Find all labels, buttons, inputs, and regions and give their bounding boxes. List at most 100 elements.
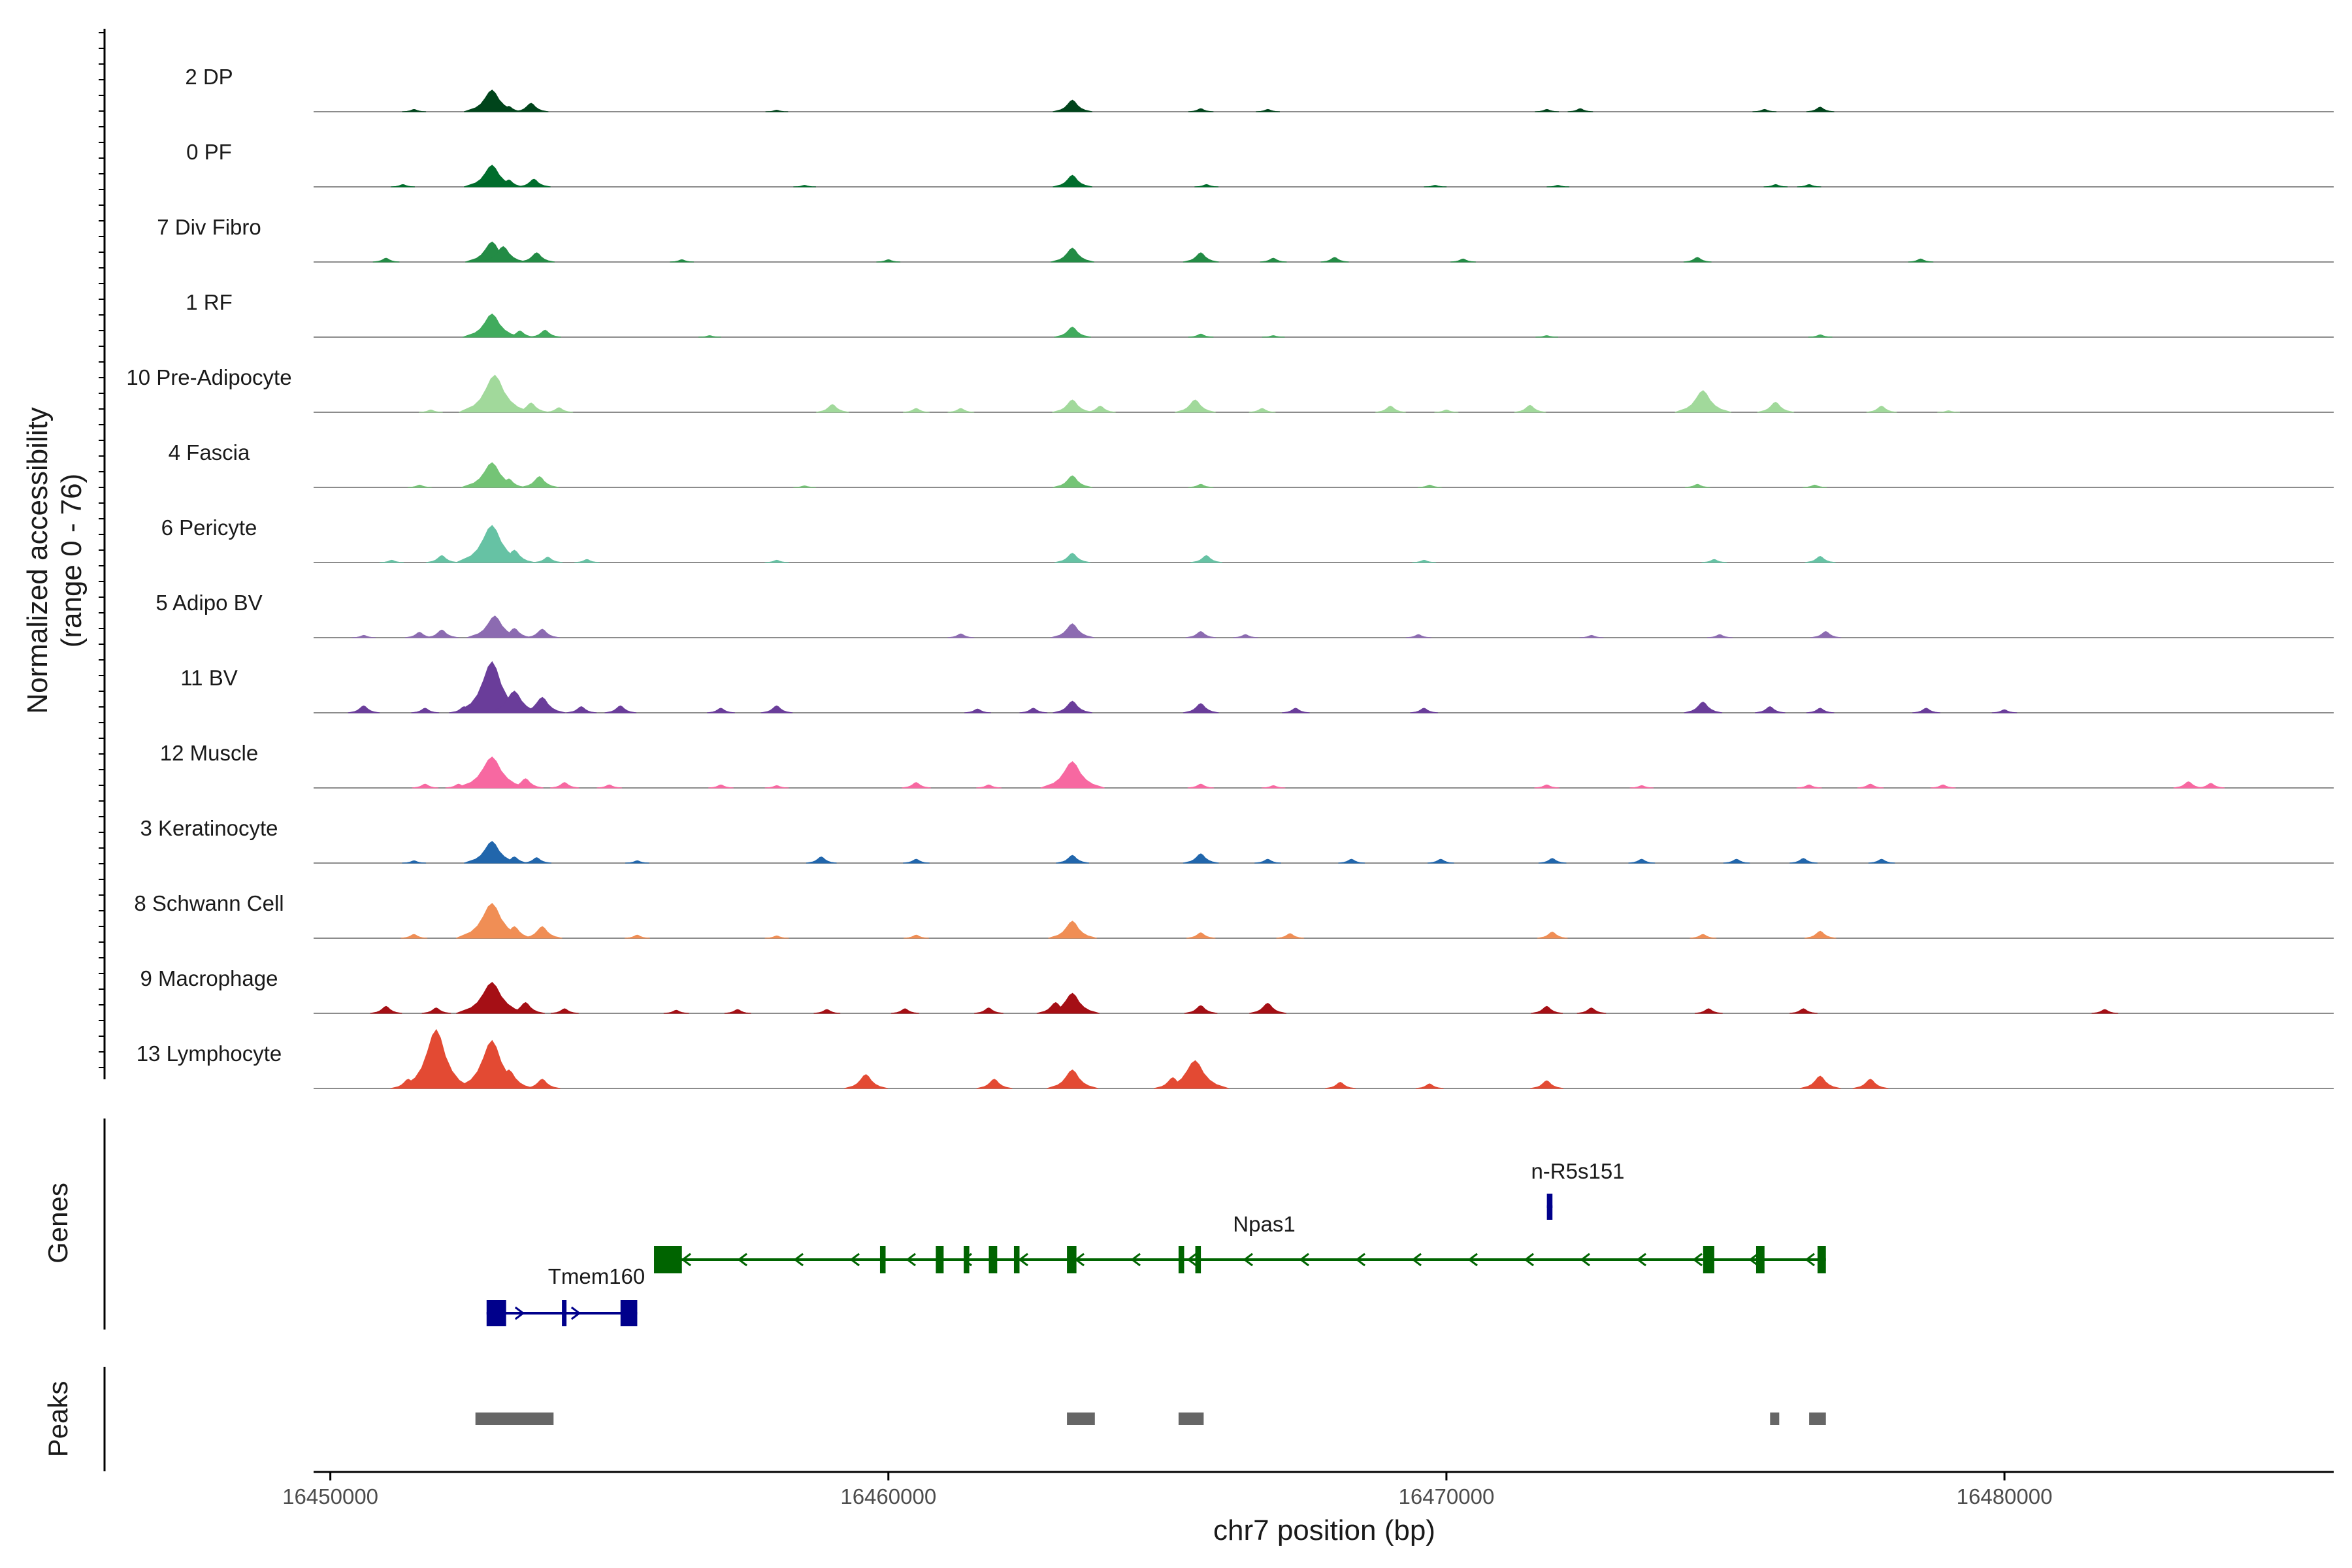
coverage-peak — [1187, 783, 1215, 789]
coverage-peak — [1707, 634, 1733, 638]
strand-arrow — [1524, 1252, 1534, 1267]
coverage-peak — [522, 857, 552, 864]
coverage-peak — [351, 634, 376, 638]
coverage-peak — [407, 484, 432, 488]
coverage-peak — [400, 934, 428, 939]
coverage-peak — [1048, 921, 1097, 939]
coverage-peak — [708, 784, 734, 789]
gene-n-r5s151: n-R5s151 — [1531, 1159, 1625, 1220]
track-4-fascia: 4 Fascia — [169, 440, 2334, 488]
genes-panel-title: Genes — [42, 1183, 73, 1264]
track-10-pre-adipocyte: 10 Pre-Adipocyte — [126, 365, 2334, 413]
coverage-peak — [1175, 399, 1216, 413]
peak-region — [1770, 1413, 1780, 1425]
coverage-peak — [533, 557, 563, 563]
coverage-peak — [480, 246, 527, 263]
coverage-peak — [1415, 1083, 1444, 1089]
gene-annotations: Npas1 Tmem160 n-R5s151 — [486, 1159, 1826, 1326]
coverage-peak — [2173, 781, 2204, 789]
gene-exon — [936, 1246, 944, 1273]
coverage-peak — [1804, 930, 1837, 939]
peak-region — [1809, 1413, 1826, 1425]
coverage-peak — [1052, 399, 1094, 413]
x-axis-ticks: 16450000 16460000 16470000 16480000 — [282, 1472, 2052, 1509]
coverage-peak — [513, 402, 549, 413]
coverage-peak — [1628, 858, 1656, 864]
coverage-peak — [566, 706, 597, 713]
y-axis-range-label: (range 0 - 76) — [56, 474, 88, 648]
track-2-dp: 2 DP — [185, 65, 2334, 112]
coverage-peak — [1754, 706, 1786, 713]
track-label: 4 Fascia — [169, 440, 250, 465]
coverage-peak — [1674, 390, 1732, 413]
gene-exon — [1546, 1194, 1553, 1220]
x-tick-label: 16470000 — [1398, 1484, 1494, 1509]
coverage-peak — [1261, 785, 1286, 789]
peaks-panel-title-group: Peaks — [42, 1381, 73, 1458]
coverage-peak — [903, 408, 930, 413]
coverage-peak — [1514, 404, 1546, 413]
coverage-peak — [604, 705, 637, 713]
gene-exon — [1178, 1246, 1184, 1273]
coverage-peak — [1538, 858, 1567, 864]
coverage-peak — [1424, 185, 1447, 188]
coverage-peak — [494, 549, 535, 563]
coverage-peak — [411, 708, 440, 713]
coverage-peak — [1375, 405, 1406, 413]
coverage-peak — [1629, 785, 1654, 789]
track-label: 0 PF — [186, 140, 232, 164]
coverage-peak — [903, 858, 930, 864]
coverage-peak — [1690, 934, 1717, 939]
coverage-peak — [574, 559, 600, 563]
strand-arrow — [514, 1306, 525, 1320]
strand-arrow — [1467, 1252, 1478, 1267]
coverage-peak — [764, 785, 789, 789]
coverage-peak — [550, 1008, 579, 1014]
track-label: 13 Lymphocyte — [137, 1041, 282, 1066]
coverage-peak — [1410, 708, 1439, 713]
coverage-peak — [549, 782, 580, 789]
coverage-peak — [1806, 106, 1835, 112]
coverage-peak — [1684, 701, 1723, 713]
peak-region — [1178, 1413, 1204, 1425]
strand-arrow — [1748, 1252, 1759, 1267]
coverage-peak — [517, 178, 551, 188]
coverage-peak — [1808, 334, 1833, 338]
coverage-peak — [1530, 1080, 1564, 1089]
track-0-pf: 0 PF — [186, 140, 2334, 188]
coverage-peak — [459, 374, 531, 413]
coverage-peak — [463, 313, 522, 338]
y-axis-title: Normalized accessibility — [22, 407, 54, 713]
coverage-peak — [370, 1005, 402, 1014]
coverage-peak — [596, 784, 623, 789]
strand-arrow — [1130, 1252, 1141, 1267]
x-tick-label: 16460000 — [840, 1484, 936, 1509]
coverage-peak — [483, 1069, 535, 1089]
coverage-peak — [1249, 408, 1276, 413]
x-tick-label: 16480000 — [1957, 1484, 2053, 1509]
coverage-peak — [663, 1009, 689, 1014]
track-1-rf: 1 RF — [186, 290, 2334, 338]
gene-exon — [964, 1246, 970, 1273]
coverage-peak — [1683, 257, 1712, 263]
gene-exon — [486, 1300, 506, 1326]
coverage-peak — [1051, 248, 1095, 263]
y-axis-title-group: Normalized accessibility — [22, 407, 54, 713]
coverage-peak — [1054, 327, 1092, 338]
coverage-peak — [1188, 108, 1214, 112]
track-label: 1 RF — [186, 290, 233, 314]
coverage-peak — [1806, 708, 1835, 713]
coverage-peak — [504, 330, 536, 338]
gene-label: Tmem160 — [548, 1264, 645, 1288]
coverage-peak — [1427, 858, 1454, 864]
track-label: 5 Adipo BV — [155, 591, 262, 615]
coverage-peak — [793, 185, 817, 188]
coverage-peak — [1417, 484, 1442, 488]
coverage-peak — [1325, 1081, 1356, 1089]
coverage-peak — [1810, 630, 1842, 638]
coverage-peak — [891, 1008, 919, 1014]
coverage-peak — [525, 629, 560, 638]
coverage-peak — [506, 1002, 545, 1014]
coverage-peak — [1162, 1060, 1229, 1089]
